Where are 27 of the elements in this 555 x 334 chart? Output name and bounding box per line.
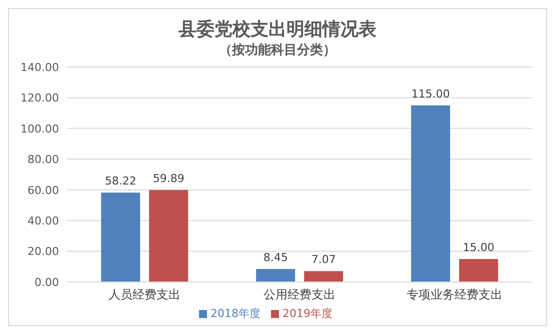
y-tick-label: 100.00 <box>20 122 59 136</box>
bar <box>411 105 450 282</box>
y-tick-label: 120.00 <box>20 92 59 105</box>
bar <box>304 271 344 282</box>
bar <box>256 269 296 282</box>
y-tick-label: 20.00 <box>28 245 59 258</box>
y-tick-label: 80.00 <box>28 153 59 166</box>
data-label: 115.00 <box>411 87 450 100</box>
data-label: 7.07 <box>311 253 336 266</box>
bar <box>459 258 498 282</box>
data-label: 58.22 <box>104 174 136 188</box>
chart-subtitle: （按功能科目分类） <box>218 42 337 59</box>
bar <box>101 192 140 282</box>
x-tick-label: 人员经费支出 <box>108 288 180 302</box>
legend-label: 2019年度 <box>282 307 332 320</box>
y-tick-label: 40.00 <box>28 214 59 228</box>
y-tick-label: 60.00 <box>28 184 59 197</box>
data-label: 59.89 <box>152 172 184 186</box>
data-label: 15.00 <box>462 240 494 254</box>
x-tick-label: 公用经费支出 <box>264 288 336 302</box>
bar <box>149 190 188 282</box>
data-label: 8.45 <box>263 251 288 264</box>
x-tick-label: 专项业务经费支出 <box>406 288 502 302</box>
chart-title: 县委党校支出明细情况表 <box>178 18 378 41</box>
legend-label: 2018年度 <box>210 307 260 320</box>
y-tick-label: 0.00 <box>34 276 59 289</box>
y-tick-label: 140.00 <box>20 60 59 74</box>
